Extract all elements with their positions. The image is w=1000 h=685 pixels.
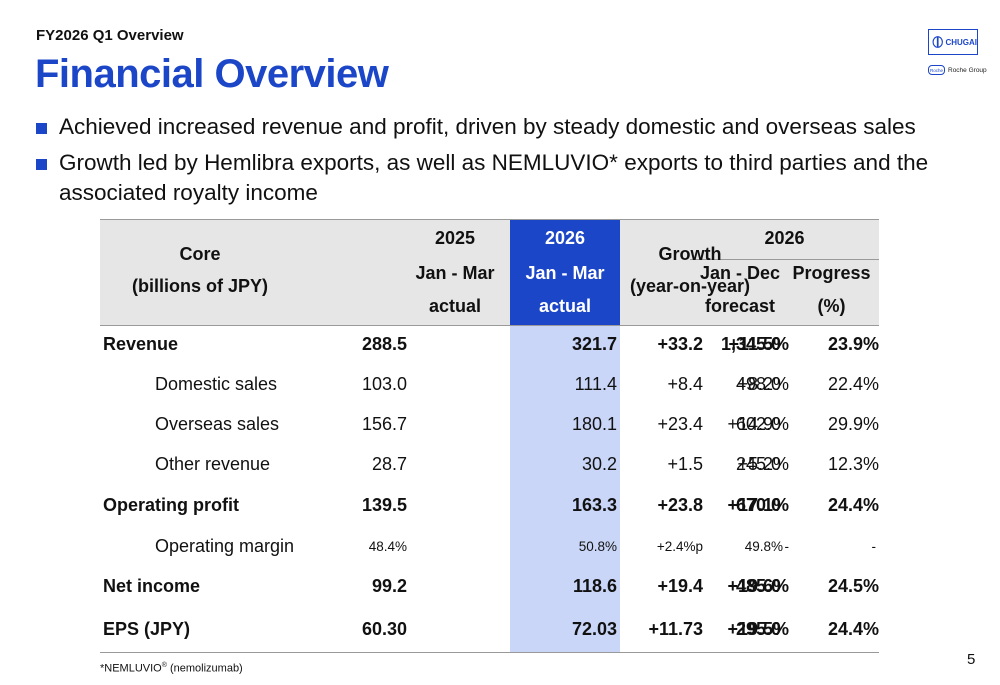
divider: [690, 259, 879, 260]
cell-growth-pct: +11.5%: [728, 334, 789, 354]
cell-forecast: 245.0: [735, 454, 781, 474]
page-number: 5: [967, 651, 976, 668]
cell-2025: 28.7: [371, 454, 407, 474]
bullet-item: Achieved increased revenue and profit, d…: [36, 112, 976, 142]
cell-growth-pct: +5.2%: [737, 454, 789, 474]
header-2026-year: 2026: [544, 228, 586, 248]
roche-group-text: Roche Group: [948, 66, 987, 74]
cell-progress: 29.9%: [827, 414, 879, 434]
cell-forecast: 49.8%: [744, 539, 783, 554]
bullet-item: Growth led by Hemlibra exports, as well …: [36, 148, 976, 208]
cell-growth: +11.73: [648, 619, 703, 639]
cell-2025: 60.30: [361, 619, 407, 639]
header-forecast-type: forecast: [704, 296, 776, 316]
cell-growth-pct: +19.5%: [727, 619, 789, 639]
cell-growth: +19.4: [657, 576, 703, 596]
cell-2026: 111.4: [574, 374, 617, 394]
row-label: Revenue: [103, 334, 179, 354]
page-title: Financial Overview: [35, 52, 389, 96]
cell-2026: 118.6: [572, 576, 617, 596]
cell-2026: 321.7: [571, 334, 617, 354]
header-2025-period: Jan - Mar: [415, 263, 495, 283]
logo-text: CHUGAI: [945, 37, 977, 47]
divider: [100, 219, 879, 220]
cell-growth-pct: -: [784, 539, 790, 554]
divider: [100, 325, 879, 326]
header-2026-type: actual: [538, 296, 592, 316]
cell-growth: +23.4: [657, 414, 703, 434]
divider: [100, 652, 879, 653]
cell-growth-pct: +14.9%: [727, 414, 789, 434]
cell-2026: 30.2: [581, 454, 617, 474]
header-forecast-year: 2026: [764, 228, 805, 248]
cell-2025: 48.4%: [368, 539, 407, 554]
bullet-square-icon: [36, 159, 47, 170]
cell-forecast: 1,345.0: [720, 334, 781, 354]
row-label: Overseas sales: [155, 414, 280, 434]
chugai-logo: CHUGAI Roche Roche Group: [928, 25, 987, 85]
table-header-bg: [100, 219, 879, 325]
cell-forecast: 602.0: [735, 414, 781, 434]
cell-2025: 99.2: [371, 576, 407, 596]
cell-progress: 24.4%: [827, 495, 879, 515]
row-label: Net income: [103, 576, 201, 596]
roche-badge: Roche: [928, 65, 945, 75]
cell-2026: 163.3: [571, 495, 617, 515]
cell-2025: 103.0: [361, 374, 407, 394]
header-growth: Growth: [658, 244, 722, 264]
row-label: Operating margin: [155, 536, 295, 556]
cell-forecast: 295.0: [735, 619, 781, 639]
cell-2026: 72.03: [571, 619, 617, 639]
cell-growth-pct: +19.6%: [727, 576, 789, 596]
header-2026-period: Jan - Mar: [525, 263, 605, 283]
cell-progress: -: [871, 539, 877, 554]
header-progress: Progress: [792, 263, 871, 283]
header-progress-unit: (%): [817, 296, 846, 316]
row-label: Other revenue: [155, 454, 271, 474]
summary-bullets: Achieved increased revenue and profit, d…: [36, 112, 976, 214]
cell-2025: 156.7: [361, 414, 407, 434]
highlight-column-header: [510, 219, 620, 325]
financial-table: Core (billions of JPY) 2025 Jan - Mar ac…: [100, 219, 879, 653]
cell-progress: 24.5%: [827, 576, 879, 596]
cell-2025: 288.5: [361, 334, 407, 354]
chugai-mark-icon: [932, 36, 943, 48]
header-2025-type: actual: [428, 296, 482, 316]
cell-2026: 50.8%: [578, 539, 617, 554]
cell-growth-pct: +17.1%: [727, 495, 789, 515]
cell-progress: 24.4%: [827, 619, 879, 639]
cell-2026: 180.1: [571, 414, 617, 434]
header-forecast: Jan - Dec: [699, 263, 781, 283]
header-2025-year: 2025: [434, 228, 476, 248]
cell-progress: 22.4%: [827, 374, 879, 394]
cell-forecast: 498.0: [735, 374, 781, 394]
row-label: Operating profit: [103, 495, 239, 515]
section-label: FY2026 Q1 Overview: [36, 27, 184, 44]
cell-progress: 12.3%: [827, 454, 879, 474]
row-label: EPS (JPY): [103, 619, 191, 639]
cell-growth: +8.4: [667, 374, 703, 394]
cell-forecast: 485.0: [735, 576, 781, 596]
cell-growth: +33.2: [657, 334, 703, 354]
cell-growth: +23.8: [657, 495, 703, 515]
cell-growth: +1.5: [667, 454, 703, 474]
row-label: Domestic sales: [155, 374, 278, 394]
cell-growth-pct: +8.2%: [737, 374, 789, 394]
footnote: *NEMLUVIO® (nemolizumab): [100, 662, 243, 675]
cell-2025: 139.5: [361, 495, 407, 515]
cell-forecast: 670.0: [735, 495, 781, 515]
header-core: Core: [179, 244, 221, 264]
header-core-unit: (billions of JPY): [131, 276, 268, 296]
cell-progress: 23.9%: [827, 334, 879, 354]
cell-growth: +2.4%p: [656, 539, 703, 554]
bullet-square-icon: [36, 123, 47, 134]
header-growth-sub: (year-on-year): [629, 276, 751, 296]
